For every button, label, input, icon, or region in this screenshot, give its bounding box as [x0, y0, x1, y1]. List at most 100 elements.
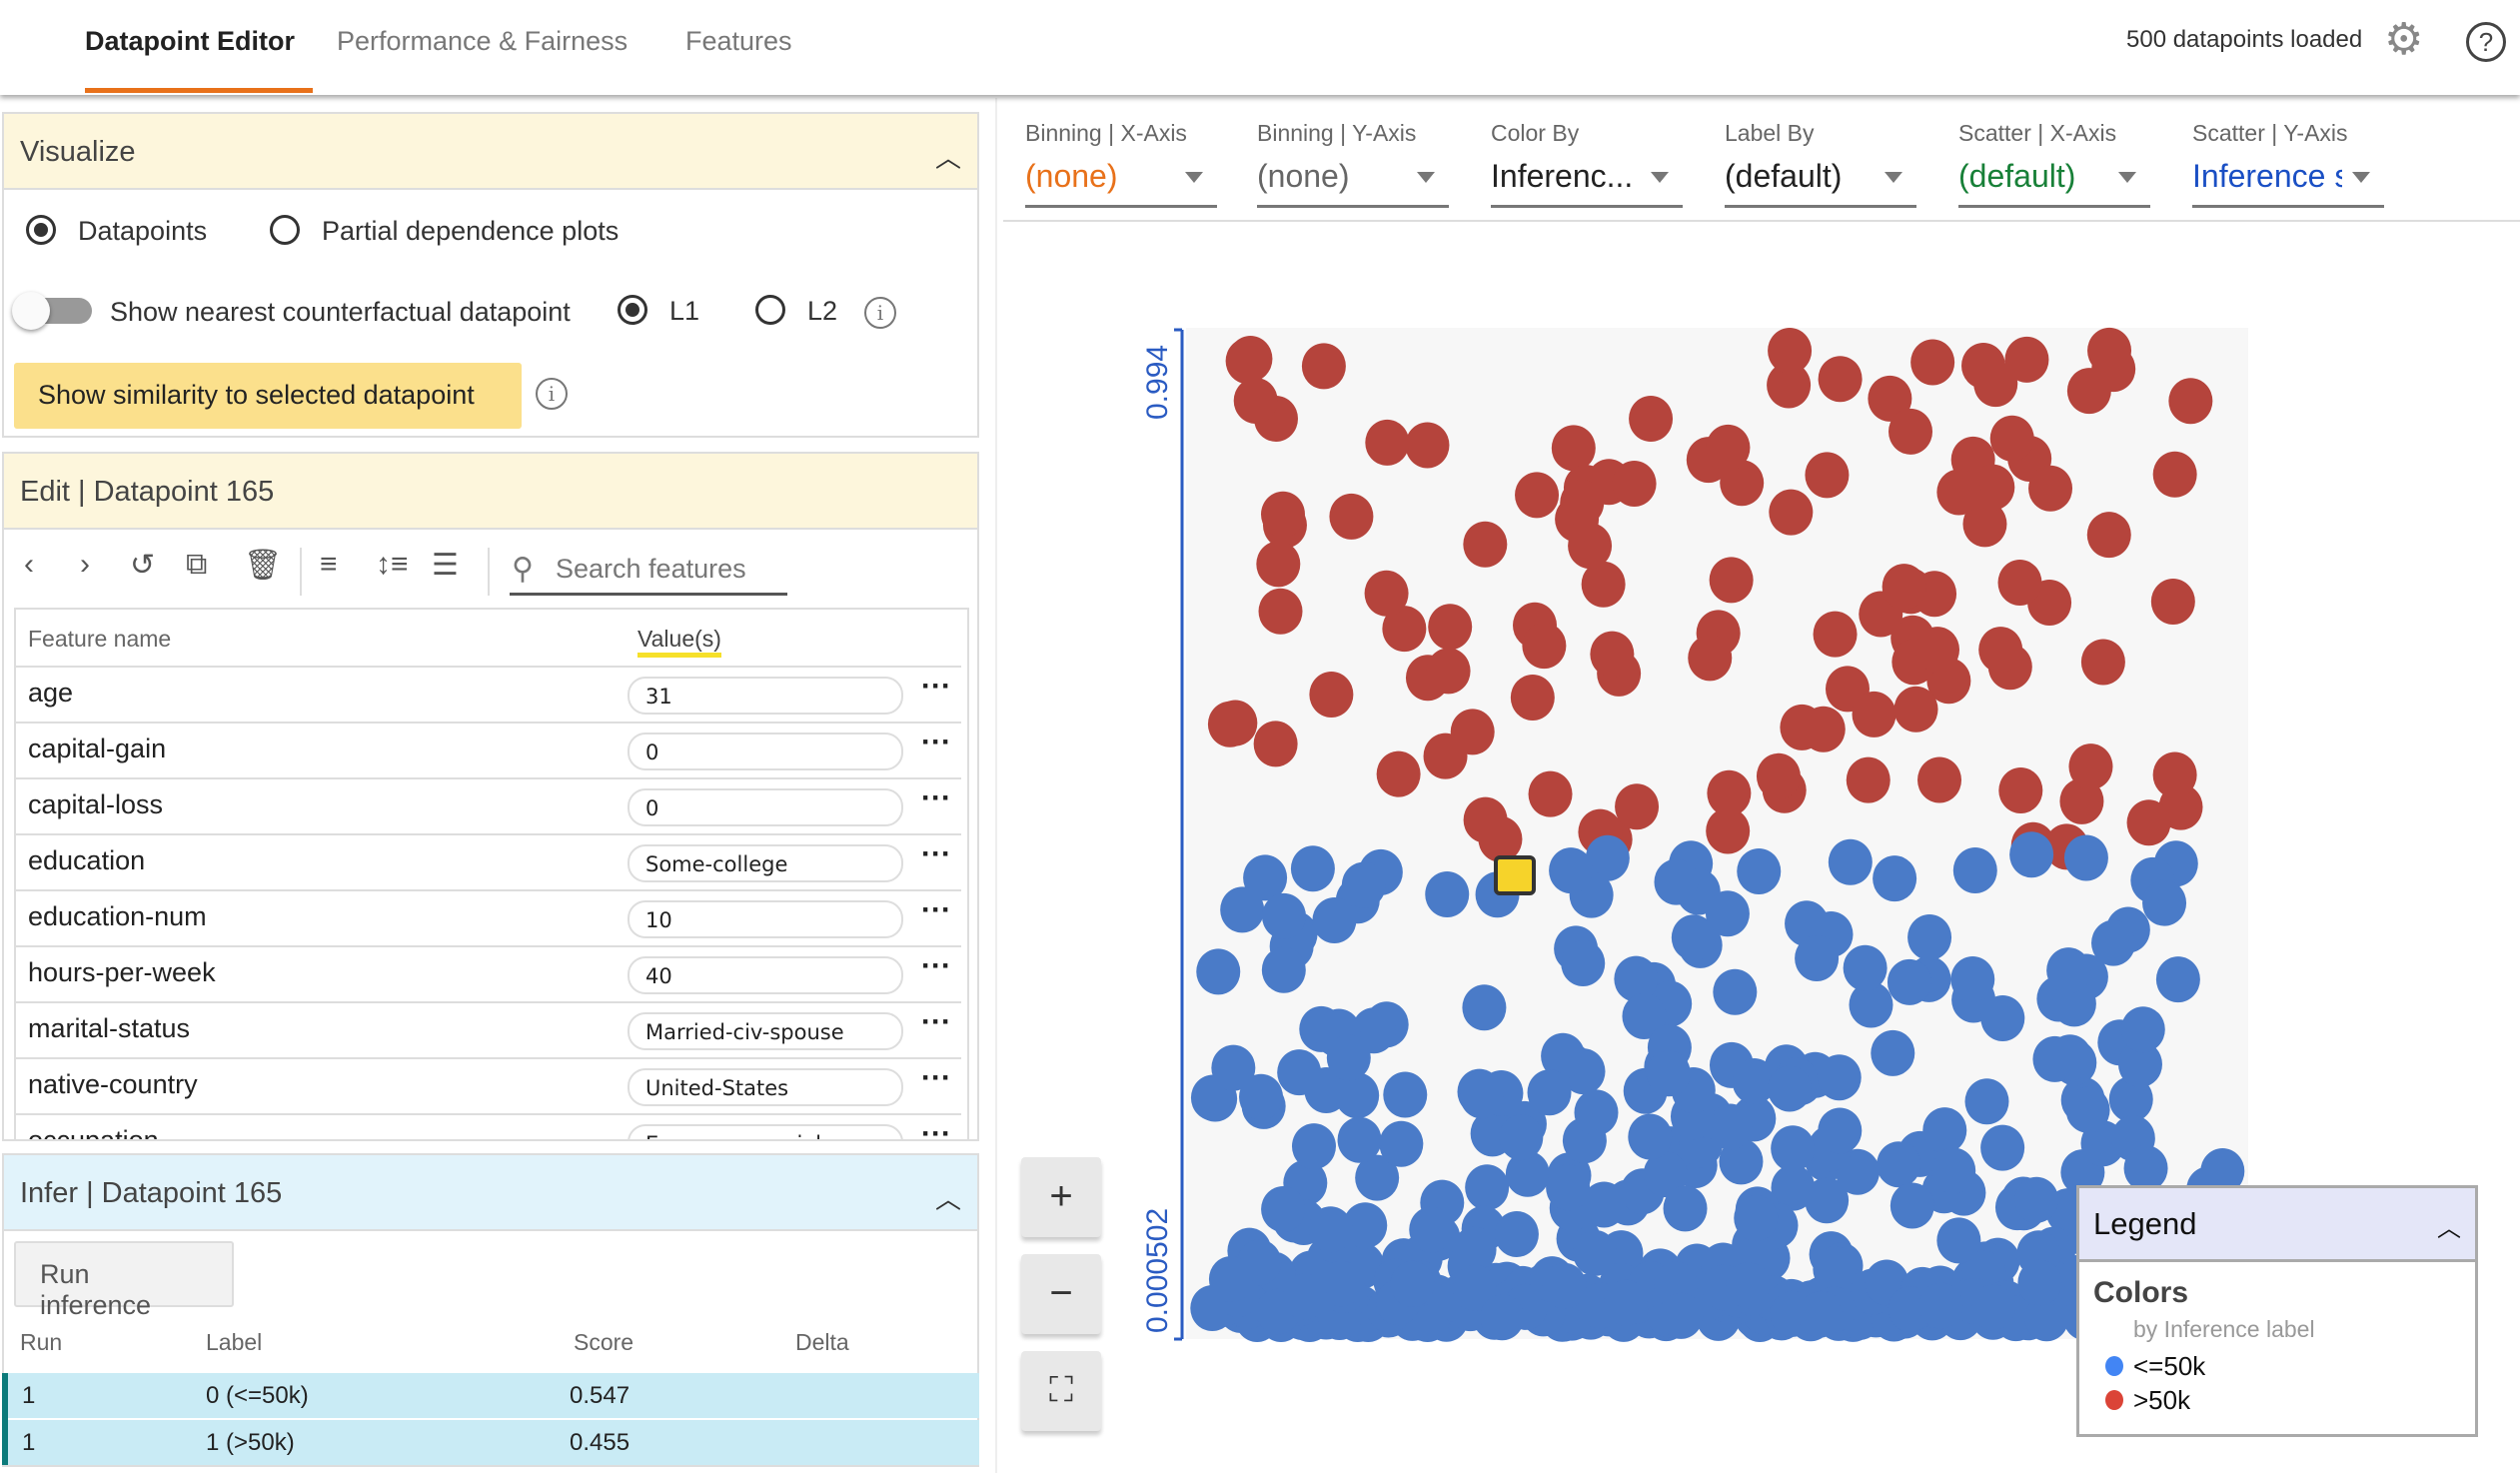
- scatter-point[interactable]: [1622, 992, 1667, 1039]
- scatter-point[interactable]: [1907, 914, 1952, 961]
- line-spacing-icon[interactable]: ↕≡: [376, 548, 409, 581]
- scatter-point[interactable]: [1734, 1194, 1779, 1241]
- scatter-point[interactable]: [1846, 756, 1890, 803]
- scatter-point[interactable]: [1225, 338, 1270, 385]
- scatter-point[interactable]: [1365, 419, 1410, 466]
- scatter-point[interactable]: [2014, 1176, 2059, 1223]
- feature-value-input[interactable]: 40: [628, 956, 903, 994]
- scatter-point[interactable]: [1936, 1217, 1981, 1264]
- scatter-point[interactable]: [2152, 451, 2197, 498]
- scatter-point[interactable]: [1780, 704, 1825, 750]
- scatter-point[interactable]: [1220, 886, 1265, 933]
- scatter-point[interactable]: [2032, 1035, 2077, 1082]
- scatter-point[interactable]: [1771, 1125, 1816, 1172]
- scatter-point[interactable]: [1970, 464, 2015, 511]
- scatter-point[interactable]: [1767, 1065, 1812, 1112]
- scatter-point[interactable]: [1522, 623, 1567, 670]
- feature-value-input[interactable]: Some-college: [628, 844, 903, 882]
- scatter-point[interactable]: [1211, 1044, 1256, 1091]
- scatter-point[interactable]: [1726, 1262, 1771, 1309]
- scatter-point[interactable]: [1379, 1120, 1424, 1167]
- scatter-point[interactable]: [1756, 752, 1801, 799]
- scatter-point[interactable]: [1805, 452, 1850, 499]
- scatter-point[interactable]: [1239, 1073, 1284, 1120]
- gear-icon[interactable]: ⚙: [2384, 15, 2424, 64]
- scatter-point[interactable]: [1868, 375, 1912, 422]
- feature-value-input[interactable]: 31: [628, 677, 903, 715]
- scatter-point[interactable]: [1931, 1147, 1976, 1194]
- more-options-icon[interactable]: ···: [921, 1005, 951, 1038]
- scatter-point[interactable]: [1873, 855, 1917, 902]
- scatter-point[interactable]: [1290, 845, 1335, 892]
- scatter-point[interactable]: [2087, 327, 2132, 374]
- scatter-point[interactable]: [1423, 733, 1468, 779]
- feature-value-input[interactable]: 0: [628, 788, 903, 826]
- scatter-point[interactable]: [1852, 691, 1896, 737]
- scatter-point[interactable]: [1998, 767, 2043, 814]
- scatter-point[interactable]: [1256, 541, 1301, 588]
- infer-header[interactable]: Infer | Datapoint 165 ︿: [2, 1153, 979, 1231]
- pane-divider[interactable]: [995, 98, 997, 1473]
- scatter-point[interactable]: [2080, 639, 2125, 686]
- scatter-point[interactable]: [1877, 1141, 1921, 1188]
- scatter-point[interactable]: [1628, 1113, 1673, 1160]
- scatter-point[interactable]: [2066, 368, 2111, 415]
- scatter-point[interactable]: [1612, 460, 1657, 507]
- scatter-point[interactable]: [1973, 361, 2018, 408]
- scatter-point[interactable]: [1798, 1291, 1843, 1338]
- scatter-point[interactable]: [1871, 1029, 1915, 1076]
- scatter-point[interactable]: [2108, 1076, 2153, 1123]
- scatter-point[interactable]: [1768, 327, 1813, 374]
- scatter-point[interactable]: [1261, 892, 1306, 939]
- more-options-icon[interactable]: ···: [921, 837, 951, 870]
- scatter-point[interactable]: [1964, 1078, 2009, 1125]
- scatter-point[interactable]: [2065, 1086, 2110, 1133]
- scatter-point[interactable]: [1818, 1107, 1863, 1154]
- dropdown-arrow-icon[interactable]: [1885, 172, 1902, 183]
- scatter-point[interactable]: [1882, 564, 1926, 611]
- scatter-point[interactable]: [1355, 1154, 1400, 1201]
- scatter-point[interactable]: [1843, 944, 1888, 991]
- dropdown-label-by[interactable]: Label By (default): [1725, 120, 1916, 208]
- scatter-point[interactable]: [1915, 627, 1960, 674]
- scatter-point[interactable]: [1771, 1164, 1816, 1211]
- scatter-point[interactable]: [1282, 1273, 1327, 1320]
- scatter-point[interactable]: [1971, 1284, 2016, 1331]
- scatter-point[interactable]: [1887, 958, 1931, 1005]
- visualize-header[interactable]: Visualize ︿: [2, 112, 979, 190]
- scatter-point[interactable]: [1343, 1202, 1388, 1249]
- scatter-point[interactable]: [1805, 1177, 1850, 1224]
- scatter-point[interactable]: [1329, 493, 1374, 540]
- scatter-point[interactable]: [1917, 756, 1962, 803]
- scatter-point[interactable]: [1341, 861, 1386, 908]
- scatter-point[interactable]: [1705, 890, 1750, 937]
- scatter-point[interactable]: [1795, 934, 1840, 981]
- scatter-point[interactable]: [1654, 858, 1699, 905]
- scatter-point[interactable]: [1767, 362, 1812, 409]
- scatter-point[interactable]: [1546, 1164, 1591, 1211]
- feature-value-input[interactable]: Married-civ-spouse: [628, 1012, 903, 1050]
- scatter-point[interactable]: [2063, 834, 2108, 881]
- scatter-point[interactable]: [1527, 1069, 1572, 1116]
- scatter-point[interactable]: [1376, 750, 1421, 797]
- search-features-input[interactable]: ⚲ Search features: [510, 548, 787, 596]
- scatter-point[interactable]: [1499, 1114, 1544, 1161]
- scatter-point[interactable]: [1337, 1116, 1382, 1163]
- scatter-point[interactable]: [1196, 948, 1241, 995]
- scatter-point[interactable]: [1309, 671, 1354, 718]
- justify-icon[interactable]: ☰: [432, 549, 459, 582]
- scatter-point[interactable]: [2126, 799, 2171, 846]
- scatter-point[interactable]: [1261, 491, 1306, 538]
- legend-header[interactable]: Legend ︿: [2079, 1188, 2475, 1262]
- dropdown-color-by[interactable]: Color By Inferenc...: [1491, 120, 1683, 208]
- scatter-point[interactable]: [1818, 356, 1863, 403]
- scatter-point[interactable]: [1465, 1164, 1510, 1211]
- show-similarity-button[interactable]: Show similarity to selected datapoint: [14, 363, 522, 429]
- scatter-point[interactable]: [2152, 751, 2197, 798]
- scatter-point[interactable]: [1720, 460, 1765, 507]
- scatter-point[interactable]: [1463, 521, 1508, 568]
- scatter-point[interactable]: [1918, 1282, 1963, 1329]
- scatter-point[interactable]: [1261, 1186, 1306, 1233]
- scatter-point[interactable]: [2142, 879, 2187, 926]
- scatter-point[interactable]: [1615, 783, 1660, 830]
